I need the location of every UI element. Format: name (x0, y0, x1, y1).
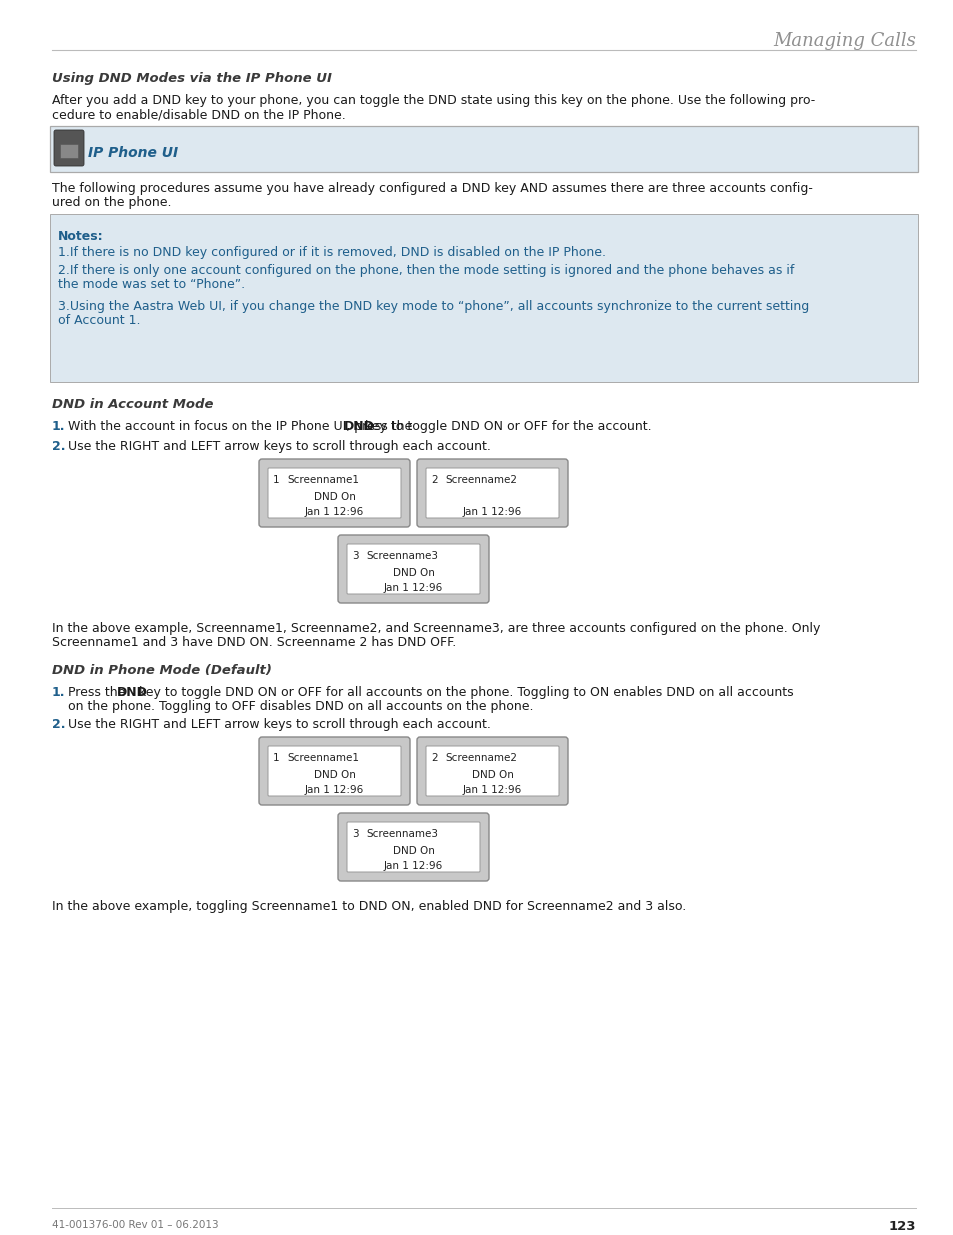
Text: Use the RIGHT and LEFT arrow keys to scroll through each account.: Use the RIGHT and LEFT arrow keys to scr… (68, 718, 491, 731)
FancyBboxPatch shape (426, 468, 558, 517)
Text: Screenname3: Screenname3 (366, 551, 437, 561)
Text: Jan 1 12:96: Jan 1 12:96 (462, 508, 521, 517)
Text: DND in Account Mode: DND in Account Mode (52, 398, 213, 411)
Text: 3: 3 (352, 551, 358, 561)
Text: of Account 1.: of Account 1. (58, 314, 140, 327)
FancyBboxPatch shape (50, 126, 917, 172)
Text: Screenname1: Screenname1 (287, 475, 358, 485)
Text: Managing Calls: Managing Calls (772, 32, 915, 49)
Text: key to toggle DND ON or OFF for all accounts on the phone. Toggling to ON enable: key to toggle DND ON or OFF for all acco… (134, 685, 793, 699)
Text: the mode was set to “Phone”.: the mode was set to “Phone”. (58, 278, 245, 291)
Text: DND in Phone Mode (Default): DND in Phone Mode (Default) (52, 664, 272, 677)
Text: After you add a DND key to your phone, you can toggle the DND state using this k: After you add a DND key to your phone, y… (52, 94, 815, 107)
Text: Jan 1 12:96: Jan 1 12:96 (305, 508, 364, 517)
Text: 1.: 1. (52, 685, 66, 699)
FancyBboxPatch shape (416, 459, 567, 527)
Text: DND On: DND On (471, 769, 513, 781)
Text: 3: 3 (352, 829, 358, 839)
Text: Notes:: Notes: (58, 230, 104, 243)
Text: DND On: DND On (392, 568, 434, 578)
FancyBboxPatch shape (258, 459, 410, 527)
FancyBboxPatch shape (54, 130, 84, 165)
Text: Jan 1 12:96: Jan 1 12:96 (383, 861, 442, 871)
Text: DND On: DND On (392, 846, 434, 856)
FancyBboxPatch shape (50, 214, 917, 382)
Text: Jan 1 12:96: Jan 1 12:96 (462, 785, 521, 795)
FancyBboxPatch shape (416, 737, 567, 805)
Text: The following procedures assume you have already configured a DND key AND assume: The following procedures assume you have… (52, 182, 812, 195)
Text: IP Phone UI: IP Phone UI (88, 146, 178, 161)
Text: DND On: DND On (314, 769, 355, 781)
FancyBboxPatch shape (337, 813, 489, 881)
Text: 1: 1 (273, 475, 279, 485)
Text: Jan 1 12:96: Jan 1 12:96 (383, 583, 442, 593)
Text: 3.Using the Aastra Web UI, if you change the DND key mode to “phone”, all accoun: 3.Using the Aastra Web UI, if you change… (58, 300, 808, 312)
Text: Use the RIGHT and LEFT arrow keys to scroll through each account.: Use the RIGHT and LEFT arrow keys to scr… (68, 440, 491, 453)
Text: Screenname1 and 3 have DND ON. Screenname 2 has DND OFF.: Screenname1 and 3 have DND ON. Screennam… (52, 636, 456, 650)
Text: ured on the phone.: ured on the phone. (52, 196, 172, 209)
Text: 41-001376-00 Rev 01 – 06.2013: 41-001376-00 Rev 01 – 06.2013 (52, 1220, 218, 1230)
Text: 2.If there is only one account configured on the phone, then the mode setting is: 2.If there is only one account configure… (58, 264, 794, 277)
Text: Screenname1: Screenname1 (287, 753, 358, 763)
Text: on the phone. Toggling to OFF disables DND on all accounts on the phone.: on the phone. Toggling to OFF disables D… (68, 700, 533, 713)
Text: DND On: DND On (314, 492, 355, 501)
FancyBboxPatch shape (337, 535, 489, 603)
Text: In the above example, toggling Screenname1 to DND ON, enabled DND for Screenname: In the above example, toggling Screennam… (52, 900, 685, 913)
Text: key to toggle DND ON or OFF for the account.: key to toggle DND ON or OFF for the acco… (360, 420, 651, 433)
Text: Screenname3: Screenname3 (366, 829, 437, 839)
Text: cedure to enable/disable DND on the IP Phone.: cedure to enable/disable DND on the IP P… (52, 107, 345, 121)
Text: Screenname2: Screenname2 (444, 475, 517, 485)
Text: DND: DND (117, 685, 148, 699)
Text: 1.If there is no DND key configured or if it is removed, DND is disabled on the : 1.If there is no DND key configured or i… (58, 246, 605, 259)
FancyBboxPatch shape (268, 746, 400, 797)
Text: Jan 1 12:96: Jan 1 12:96 (305, 785, 364, 795)
FancyBboxPatch shape (347, 543, 479, 594)
FancyBboxPatch shape (268, 468, 400, 517)
Text: Screenname2: Screenname2 (444, 753, 517, 763)
Bar (60, 144, 78, 158)
Text: In the above example, Screenname1, Screenname2, and Screenname3, are three accou: In the above example, Screenname1, Scree… (52, 622, 820, 635)
Text: DND: DND (343, 420, 374, 433)
Text: With the account in focus on the IP Phone UI, press the: With the account in focus on the IP Phon… (68, 420, 416, 433)
Text: Using DND Modes via the IP Phone UI: Using DND Modes via the IP Phone UI (52, 72, 332, 85)
Text: 2: 2 (431, 475, 437, 485)
Text: 2.: 2. (52, 440, 66, 453)
FancyBboxPatch shape (426, 746, 558, 797)
Text: 1: 1 (273, 753, 279, 763)
Text: 2.: 2. (52, 718, 66, 731)
FancyBboxPatch shape (347, 823, 479, 872)
Text: 1.: 1. (52, 420, 66, 433)
Text: 2: 2 (431, 753, 437, 763)
Text: 123: 123 (887, 1220, 915, 1233)
Text: Press the: Press the (68, 685, 130, 699)
FancyBboxPatch shape (258, 737, 410, 805)
